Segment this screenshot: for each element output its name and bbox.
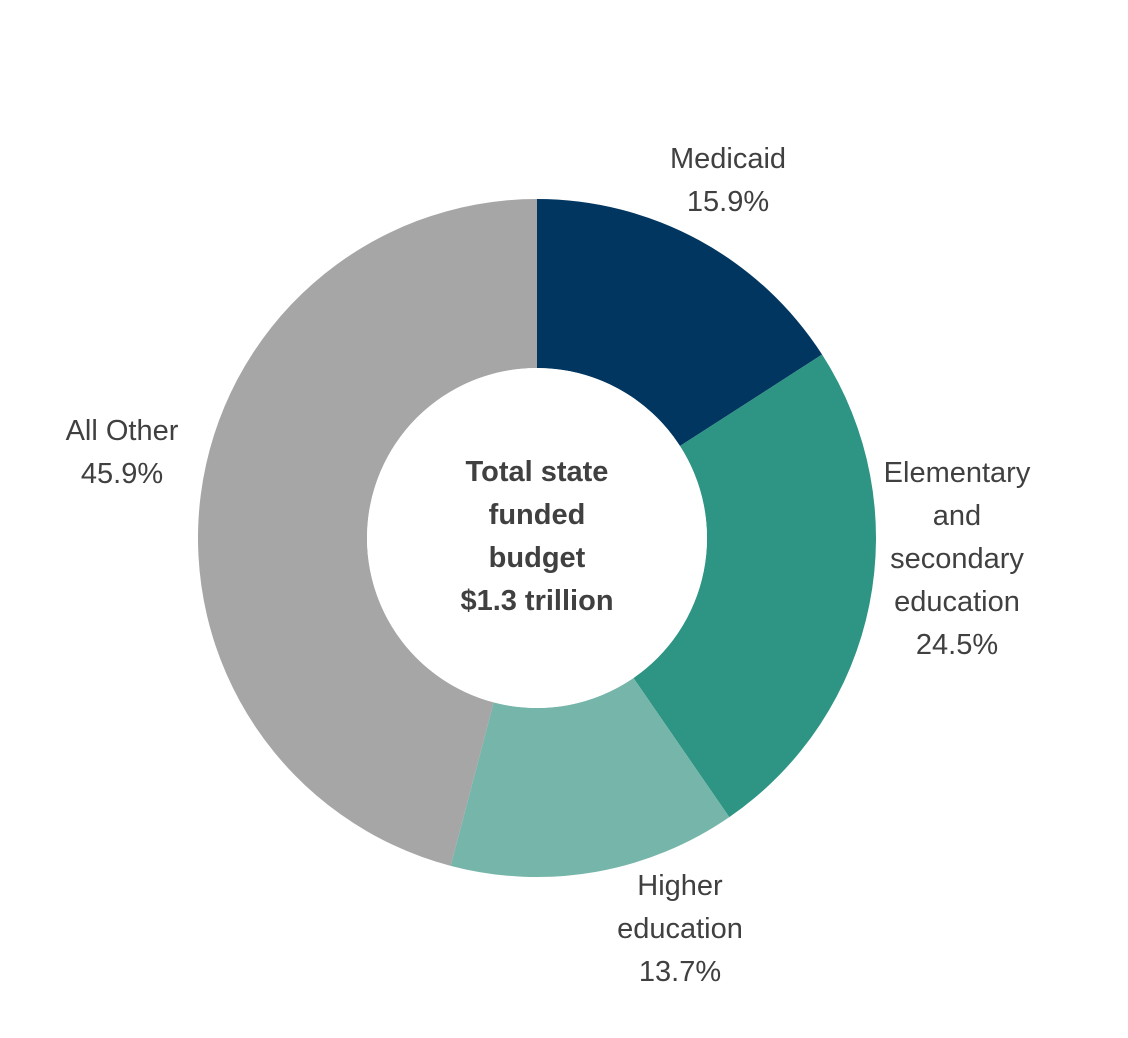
slices (198, 199, 876, 877)
slice-elementary-and-secondary-education (633, 354, 876, 818)
slice-name: education (894, 586, 1020, 618)
slice-value: 15.9% (687, 186, 769, 218)
slice-name: Elementary (884, 457, 1031, 489)
slice-name: All Other (66, 415, 179, 447)
slice-label: Medicaid 15.9% (670, 143, 786, 218)
slice-value: 45.9% (81, 458, 163, 490)
slice-label: Elementary and secondary education 24.5% (884, 457, 1031, 661)
slice-name: and (933, 500, 981, 532)
slice-higher-education (450, 678, 730, 877)
slice-value: 24.5% (916, 629, 998, 661)
slice-label: Higher education 13.7% (617, 870, 743, 988)
slice-label: All Other 45.9% (66, 415, 179, 490)
slice-value: 13.7% (639, 956, 721, 988)
center-label-line: Total state (466, 456, 609, 488)
slice-medicaid (537, 199, 823, 447)
slice-name: Higher (637, 870, 723, 902)
donut-hole (367, 368, 707, 708)
slice-name: education (617, 913, 743, 945)
slice-name: secondary (890, 543, 1024, 575)
center-label-line: budget (489, 542, 586, 574)
slice-labels: Medicaid 15.9% Elementary and secondary educa… (66, 143, 1031, 988)
slice-name: Medicaid (670, 143, 786, 175)
center-label: Total state funded budget $1.3 trillion (460, 456, 613, 617)
center-label-line: $1.3 trillion (460, 585, 613, 617)
center-label-line: funded (489, 499, 586, 531)
slice-all-other (198, 199, 538, 866)
